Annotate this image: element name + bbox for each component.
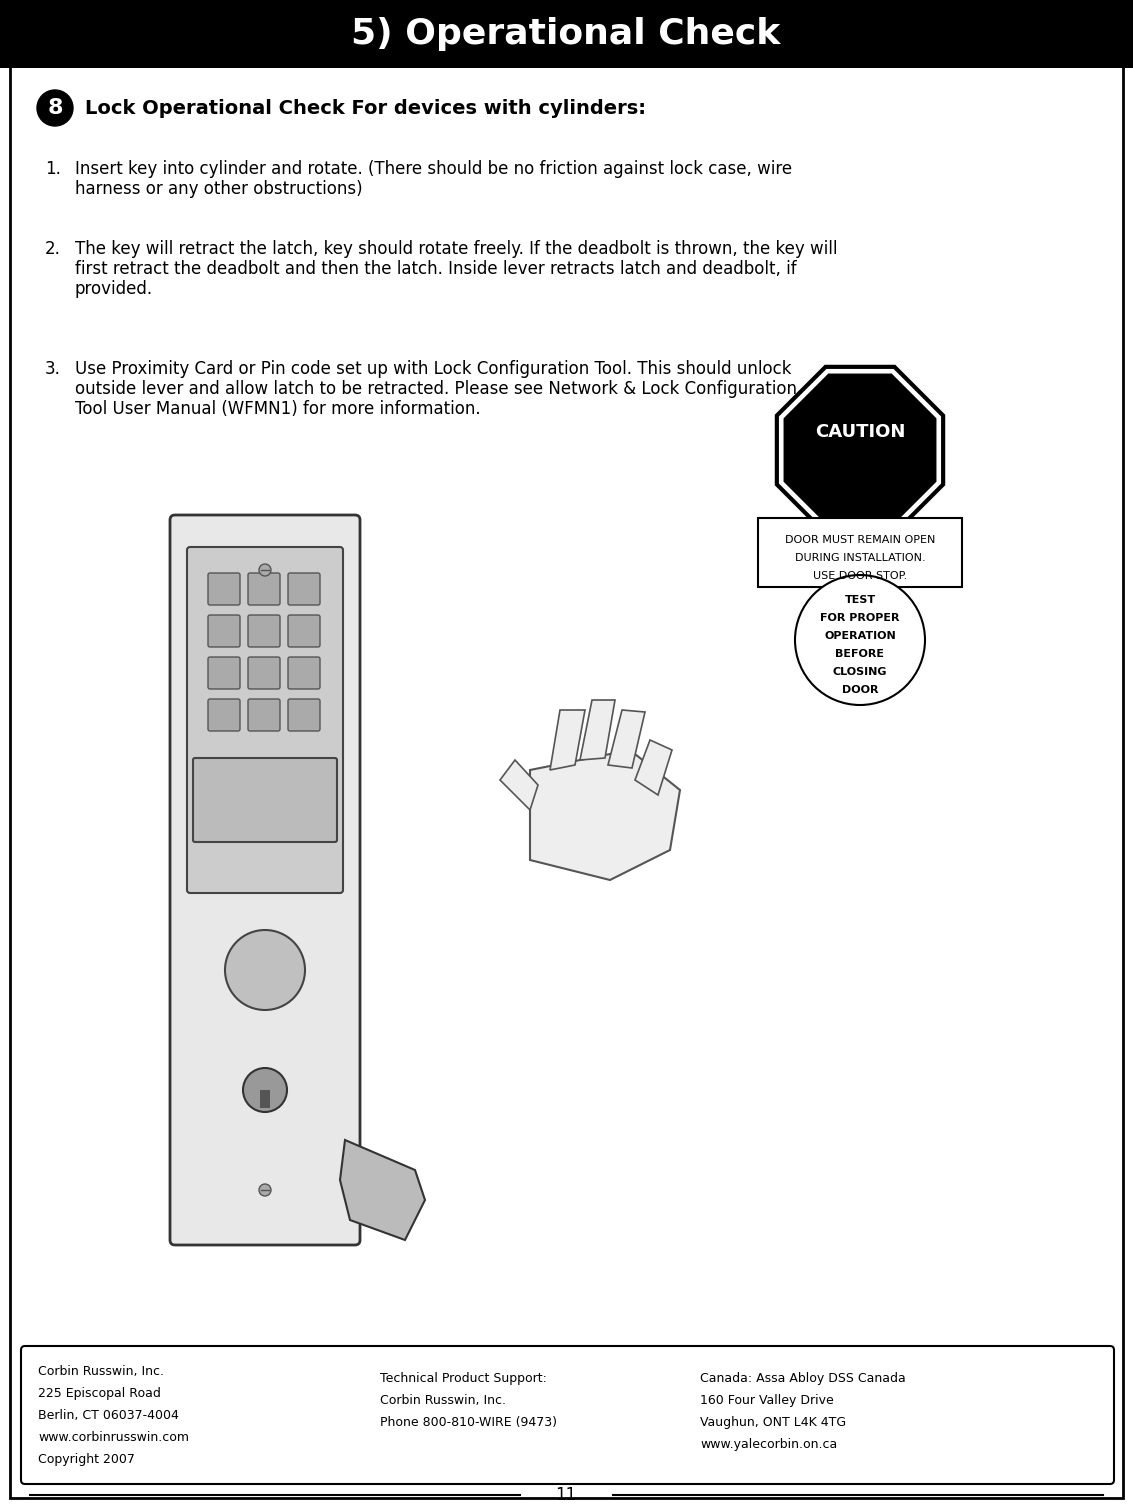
- Text: FOR PROPER: FOR PROPER: [820, 612, 900, 623]
- Text: Berlin, CT 06037-4004: Berlin, CT 06037-4004: [39, 1408, 179, 1422]
- FancyBboxPatch shape: [758, 519, 962, 587]
- Text: Insert key into cylinder and rotate. (There should be no friction against lock c: Insert key into cylinder and rotate. (Th…: [75, 160, 792, 178]
- FancyBboxPatch shape: [22, 1347, 1114, 1484]
- Text: USE DOOR STOP.: USE DOOR STOP.: [812, 572, 908, 581]
- Text: Tool User Manual (WFMN1) for more information.: Tool User Manual (WFMN1) for more inform…: [75, 400, 480, 418]
- Polygon shape: [530, 749, 680, 881]
- Polygon shape: [634, 740, 672, 795]
- Text: 1.: 1.: [45, 160, 61, 178]
- Text: 3.: 3.: [45, 360, 61, 379]
- Text: OPERATION: OPERATION: [824, 630, 896, 641]
- Polygon shape: [608, 710, 645, 768]
- Text: DOOR: DOOR: [842, 685, 878, 695]
- FancyBboxPatch shape: [193, 759, 337, 841]
- Text: provided.: provided.: [75, 280, 153, 299]
- FancyBboxPatch shape: [208, 700, 240, 731]
- Text: CAUTION: CAUTION: [815, 424, 905, 440]
- Text: Canada: Assa Abloy DSS Canada: Canada: Assa Abloy DSS Canada: [700, 1372, 905, 1384]
- Text: Corbin Russwin, Inc.: Corbin Russwin, Inc.: [380, 1393, 506, 1407]
- Text: Corbin Russwin, Inc.: Corbin Russwin, Inc.: [39, 1365, 164, 1378]
- Circle shape: [259, 1184, 271, 1196]
- FancyBboxPatch shape: [288, 700, 320, 731]
- FancyBboxPatch shape: [208, 615, 240, 647]
- Text: www.yalecorbin.on.ca: www.yalecorbin.on.ca: [700, 1439, 837, 1451]
- FancyBboxPatch shape: [288, 615, 320, 647]
- Text: The key will retract the latch, key should rotate freely. If the deadbolt is thr: The key will retract the latch, key shou…: [75, 240, 837, 258]
- Polygon shape: [777, 366, 943, 534]
- Polygon shape: [500, 760, 538, 810]
- Circle shape: [37, 90, 73, 127]
- Text: DOOR MUST REMAIN OPEN: DOOR MUST REMAIN OPEN: [785, 535, 935, 544]
- FancyBboxPatch shape: [187, 547, 343, 893]
- Text: first retract the deadbolt and then the latch. Inside lever retracts latch and d: first retract the deadbolt and then the …: [75, 259, 796, 277]
- Polygon shape: [550, 710, 585, 771]
- FancyBboxPatch shape: [0, 0, 1133, 68]
- FancyBboxPatch shape: [288, 573, 320, 605]
- Text: Use Proximity Card or Pin code set up with Lock Configuration Tool. This should : Use Proximity Card or Pin code set up wi…: [75, 360, 792, 379]
- FancyBboxPatch shape: [248, 573, 280, 605]
- Text: harness or any other obstructions): harness or any other obstructions): [75, 179, 363, 198]
- FancyBboxPatch shape: [259, 1090, 270, 1108]
- Text: TEST: TEST: [844, 596, 876, 605]
- Text: outside lever and allow latch to be retracted. Please see Network & Lock Configu: outside lever and allow latch to be retr…: [75, 380, 796, 398]
- Text: 5) Operational Check: 5) Operational Check: [351, 17, 781, 51]
- FancyBboxPatch shape: [248, 615, 280, 647]
- Text: Lock Operational Check For devices with cylinders:: Lock Operational Check For devices with …: [85, 98, 646, 118]
- Text: BEFORE: BEFORE: [835, 648, 885, 659]
- Polygon shape: [340, 1140, 425, 1240]
- Text: 8: 8: [48, 98, 62, 118]
- Circle shape: [259, 564, 271, 576]
- Polygon shape: [580, 700, 615, 760]
- Text: Phone 800-810-WIRE (9473): Phone 800-810-WIRE (9473): [380, 1416, 557, 1430]
- Polygon shape: [784, 374, 936, 526]
- Text: 2.: 2.: [45, 240, 61, 258]
- Text: 11: 11: [555, 1485, 577, 1503]
- FancyBboxPatch shape: [288, 657, 320, 689]
- Text: 160 Four Valley Drive: 160 Four Valley Drive: [700, 1393, 834, 1407]
- FancyBboxPatch shape: [208, 657, 240, 689]
- Text: Copyright 2007: Copyright 2007: [39, 1454, 135, 1466]
- Text: www.corbinrusswin.com: www.corbinrusswin.com: [39, 1431, 189, 1445]
- FancyBboxPatch shape: [208, 573, 240, 605]
- Text: 225 Episcopal Road: 225 Episcopal Road: [39, 1387, 161, 1399]
- Text: CLOSING: CLOSING: [833, 667, 887, 677]
- FancyBboxPatch shape: [248, 700, 280, 731]
- Circle shape: [795, 575, 925, 706]
- Text: DURING INSTALLATION.: DURING INSTALLATION.: [794, 553, 926, 562]
- Text: Technical Product Support:: Technical Product Support:: [380, 1372, 547, 1384]
- Circle shape: [225, 930, 305, 1010]
- FancyBboxPatch shape: [170, 516, 360, 1246]
- Circle shape: [242, 1068, 287, 1111]
- FancyBboxPatch shape: [248, 657, 280, 689]
- Text: Vaughun, ONT L4K 4TG: Vaughun, ONT L4K 4TG: [700, 1416, 846, 1430]
